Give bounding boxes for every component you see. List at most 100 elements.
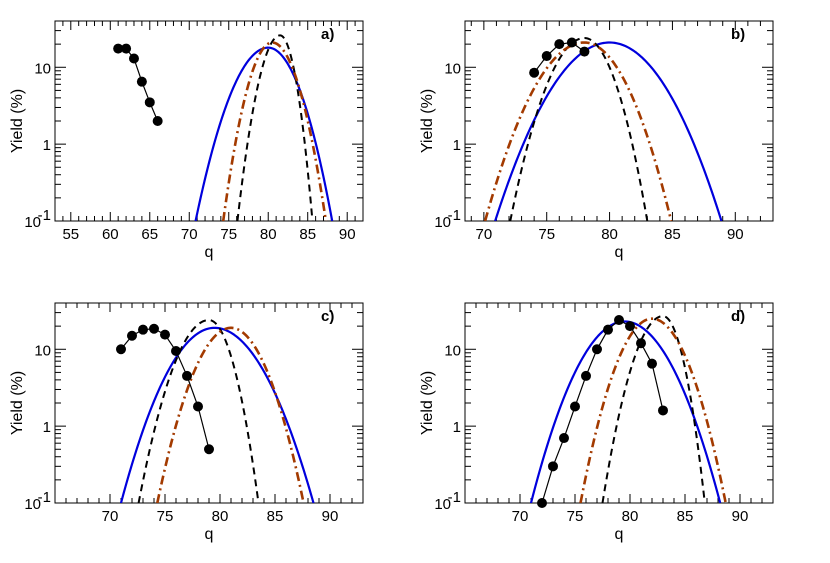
x-tick-label: 75: [157, 508, 174, 525]
x-tick-label: 90: [322, 508, 339, 525]
y-tick-label: 10: [34, 60, 51, 77]
panel-tag: b): [731, 26, 745, 43]
x-tick-label: 70: [512, 508, 529, 525]
panel-tag: d): [731, 308, 745, 325]
experiment-point: [152, 116, 163, 126]
series-line-model-c: [483, 41, 673, 221]
x-tick-label: 90: [339, 226, 356, 243]
series-line-model-b: [509, 37, 649, 221]
experiment-point: [658, 405, 668, 416]
x-tick-label: 80: [212, 508, 229, 525]
y-tick-label: 1: [453, 137, 461, 154]
y-tick-label: 10: [34, 342, 51, 359]
y-axis-label: Yield (%): [9, 371, 26, 435]
experiment-point: [559, 433, 569, 444]
y-tick-label: 10: [24, 496, 41, 513]
y-tick-label: 1: [43, 137, 51, 154]
plot-frame: [464, 20, 774, 222]
experiment-line: [541, 319, 664, 504]
experiment-point: [554, 39, 565, 50]
experiment-point: [128, 53, 139, 64]
x-tick-label: 70: [181, 226, 198, 243]
x-tick-label: 75: [538, 226, 555, 243]
experiment-point: [193, 401, 203, 412]
experiment-point: [566, 37, 577, 48]
experiment-point: [529, 67, 540, 78]
series-line-model-b: [236, 34, 314, 221]
experiment-point: [204, 444, 214, 455]
x-tick-label: 85: [267, 508, 284, 525]
experiment-point: [113, 43, 124, 54]
experiment-point: [182, 370, 192, 381]
y-tick-label: 10: [434, 214, 451, 231]
experiment-point: [647, 358, 657, 369]
experiment-point: [136, 76, 147, 87]
x-axis-label: q: [205, 244, 214, 261]
x-tick-label: 75: [220, 226, 237, 243]
x-tick-label: 70: [102, 508, 119, 525]
y-tick-label: 10: [444, 60, 461, 77]
plot-frame: [54, 20, 364, 222]
experiment-point: [127, 330, 137, 341]
y-tick-label: 1: [453, 419, 461, 436]
y-axis-label: Yield (%): [419, 89, 436, 153]
y-tick-label: 10: [434, 496, 451, 513]
experiment-point: [581, 370, 591, 381]
y-axis-label: Yield (%): [419, 371, 436, 435]
x-tick-label: 85: [664, 226, 681, 243]
x-axis-label: q: [615, 244, 624, 261]
experiment-point: [548, 461, 558, 472]
y-tick-exponent: -1: [448, 207, 461, 224]
experiment-point: [138, 324, 148, 335]
experiment-point: [144, 97, 155, 108]
experiment-point: [636, 338, 646, 349]
series-line-model-a: [529, 320, 722, 503]
experiment-point: [149, 323, 159, 334]
experiment-point: [121, 43, 132, 54]
experiment-point: [625, 321, 635, 332]
experiment-point: [171, 345, 181, 356]
x-axis-label: q: [615, 526, 624, 543]
plot-frame: [464, 302, 774, 504]
x-tick-label: 65: [141, 226, 158, 243]
series-line-model-c: [579, 317, 727, 503]
experiment-point: [116, 344, 126, 355]
x-tick-label: 75: [567, 508, 584, 525]
x-tick-label: 55: [62, 226, 79, 243]
series-line-model-c: [156, 326, 305, 503]
y-axis-label: Yield (%): [9, 89, 26, 153]
experiment-point: [603, 324, 613, 335]
x-tick-label: 90: [727, 226, 744, 243]
experiment-point: [541, 51, 552, 62]
x-tick-label: 80: [601, 226, 618, 243]
experiment-point: [614, 315, 624, 326]
y-tick-label: 1: [43, 419, 51, 436]
panel-tag: c): [321, 308, 334, 325]
y-tick-label: 10: [24, 214, 41, 231]
y-tick-exponent: -1: [38, 207, 51, 224]
x-axis-label: q: [205, 526, 214, 543]
y-tick-exponent: -1: [38, 489, 51, 506]
series-line-model-a: [119, 326, 315, 503]
series-line-model-b: [601, 315, 706, 503]
x-tick-label: 70: [476, 226, 493, 243]
series-line-model-a: [494, 41, 723, 221]
series-line-model-c: [221, 41, 328, 221]
plot-frame: [54, 302, 364, 504]
experiment-point: [160, 329, 170, 340]
experiment-point: [592, 344, 602, 355]
series-line-model-b: [137, 319, 260, 503]
x-tick-label: 85: [677, 508, 694, 525]
x-tick-label: 80: [622, 508, 639, 525]
y-tick-exponent: -1: [448, 489, 461, 506]
x-tick-label: 60: [102, 226, 119, 243]
experiment-point: [570, 401, 580, 412]
experiment-point: [579, 46, 590, 57]
x-tick-label: 85: [299, 226, 316, 243]
x-tick-label: 80: [260, 226, 277, 243]
